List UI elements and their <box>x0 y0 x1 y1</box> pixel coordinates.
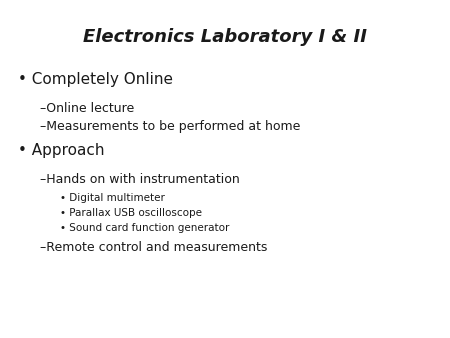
Text: –Online lecture: –Online lecture <box>40 102 134 115</box>
Text: • Parallax USB oscilloscope: • Parallax USB oscilloscope <box>60 208 202 218</box>
Text: • Digital multimeter: • Digital multimeter <box>60 193 165 203</box>
Text: –Remote control and measurements: –Remote control and measurements <box>40 241 267 254</box>
Text: • Completely Online: • Completely Online <box>18 72 173 87</box>
Text: • Sound card function generator: • Sound card function generator <box>60 223 230 233</box>
Text: • Approach: • Approach <box>18 143 104 158</box>
Text: –Measurements to be performed at home: –Measurements to be performed at home <box>40 120 301 133</box>
Text: Electronics Laboratory I & II: Electronics Laboratory I & II <box>83 28 367 46</box>
Text: –Hands on with instrumentation: –Hands on with instrumentation <box>40 173 240 186</box>
